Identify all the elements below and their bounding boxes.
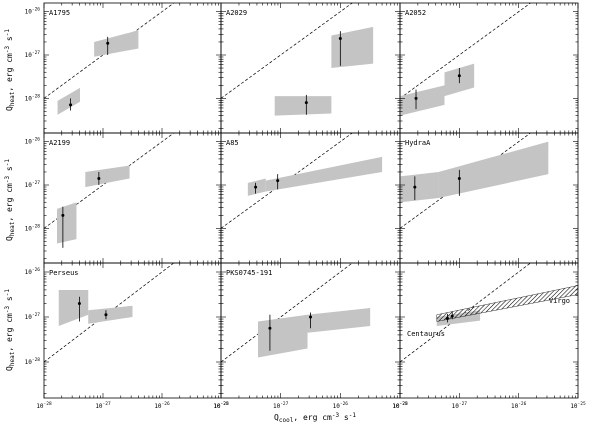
y-tick-label: 10-27: [25, 312, 41, 321]
panel-frame: [43, 2, 222, 134]
data-point: [254, 185, 258, 189]
y-tick-label: 10-28: [25, 357, 41, 366]
y-tick-label: 10-28: [25, 93, 41, 102]
y-tick-label: 10-26: [25, 267, 41, 276]
equality-line: [221, 3, 353, 99]
data-point: [457, 74, 461, 78]
panel: A2052: [399, 2, 579, 134]
panel: PKS0745-191 10-28 10-27 10-26 10-25: [213, 262, 408, 410]
panel-plot-area: [44, 263, 175, 363]
panel-plot-area: [221, 133, 383, 229]
data-point: [304, 101, 308, 105]
panel-label: A2052: [405, 9, 426, 17]
equality-line: [221, 263, 353, 363]
equality-line: [400, 3, 531, 99]
panel-frame: [43, 132, 222, 264]
x-tick-label: 10-27: [452, 401, 468, 410]
uncertainty-band: [58, 290, 89, 326]
panel-label: A2199: [49, 139, 70, 147]
y-axis-label-row-2: Qheat, erg cm-3 s-1: [4, 159, 16, 241]
uncertainty-band: [274, 96, 332, 116]
uncertainty-band: [307, 308, 371, 333]
panel-label: A85: [226, 139, 239, 147]
data-point: [77, 302, 81, 305]
uncertainty-band: [85, 165, 130, 188]
panel-label: A1795: [49, 9, 70, 17]
uncertainty-band: [88, 305, 133, 324]
data-point: [450, 314, 454, 318]
uncertainty-band: [257, 314, 308, 358]
y-tick-label: 10-27: [25, 180, 41, 189]
uncertainty-band: [94, 30, 139, 57]
panel-plot-area: [400, 133, 549, 229]
data-point: [338, 37, 342, 41]
x-tick-label: 10-25: [570, 401, 586, 410]
x-tick-label: 10-25: [392, 401, 408, 410]
panel-label: Perseus: [49, 269, 79, 277]
data-point: [61, 213, 65, 217]
y-axis-label-row-1: Qheat, erg cm-3 s-1: [4, 29, 16, 111]
panel-plot-area: [221, 263, 371, 363]
data-point: [97, 177, 101, 180]
data-point: [276, 179, 280, 183]
x-tick-label: 10-26: [333, 401, 349, 410]
panel-label: HydraA: [405, 139, 431, 147]
panel-frame: [220, 132, 401, 264]
panel-frame: [43, 262, 222, 399]
uncertainty-band: [57, 87, 80, 115]
uncertainty-band: [56, 202, 77, 244]
panel-label: PKS0745-191: [226, 269, 272, 277]
y-tick-label: 10-28: [25, 223, 41, 232]
x-tick-label: 10-28: [213, 401, 229, 410]
uncertainty-band: [331, 26, 374, 68]
data-point: [69, 103, 73, 107]
data-point: [413, 185, 417, 189]
data-point: [106, 41, 110, 45]
x-tick-label: 10-25: [213, 401, 229, 410]
x-tick-label: 10-28: [392, 401, 408, 410]
x-tick-label: 10-28: [36, 401, 52, 410]
hatched-band: [436, 285, 578, 322]
panel-plot-area: [400, 3, 531, 116]
x-tick-label: 10-26: [511, 401, 527, 410]
panel-plot-area: [400, 263, 578, 363]
panel-label: Virgo: [549, 297, 570, 305]
uncertainty-band: [265, 156, 383, 192]
panel: A85: [220, 132, 401, 264]
panel-label: Centaurus: [407, 330, 445, 338]
panel-label: A2029: [226, 9, 247, 17]
x-tick-label: 10-27: [95, 401, 111, 410]
x-axis-label: Qcool, erg cm-3 s-1: [274, 412, 356, 424]
uncertainty-band: [400, 172, 439, 203]
panel: A1795 10-28 10-27 10-26: [25, 2, 222, 134]
uncertainty-band: [438, 141, 549, 198]
panel-plot-area: [44, 133, 175, 248]
panel: A2199 10-28 10-27 10-26: [25, 132, 222, 264]
y-tick-label: 10-27: [25, 50, 41, 59]
panel-grid: A1795 10-28 10-27 10-26 A2029 A2052 A2199 10-28…: [25, 2, 586, 410]
panel-frame: [399, 2, 579, 134]
panel: Virgo Centaurus 10-28 10-27 10-26 10-25: [392, 262, 586, 410]
data-point: [268, 326, 272, 330]
data-point: [104, 313, 108, 317]
data-point: [414, 96, 418, 100]
uncertainty-band: [400, 85, 445, 116]
y-axis-label-row-3: Qheat, erg cm-3 s-1: [4, 289, 16, 371]
panel: HydraA: [399, 132, 579, 264]
x-tick-label: 10-26: [154, 401, 170, 410]
data-point: [457, 177, 461, 180]
data-point: [309, 315, 312, 319]
panel-plot-area: [44, 3, 175, 115]
panel: Perseus 10-28 10-27 10-26 10-28 10-27 10-26 10-…: [25, 262, 229, 410]
x-tick-label: 10-27: [273, 401, 289, 410]
y-tick-label: 10-26: [25, 137, 41, 146]
data-point: [445, 316, 449, 320]
panel: A2029: [220, 2, 401, 134]
y-tick-label: 10-26: [25, 7, 41, 16]
panel-plot-area: [221, 3, 374, 116]
